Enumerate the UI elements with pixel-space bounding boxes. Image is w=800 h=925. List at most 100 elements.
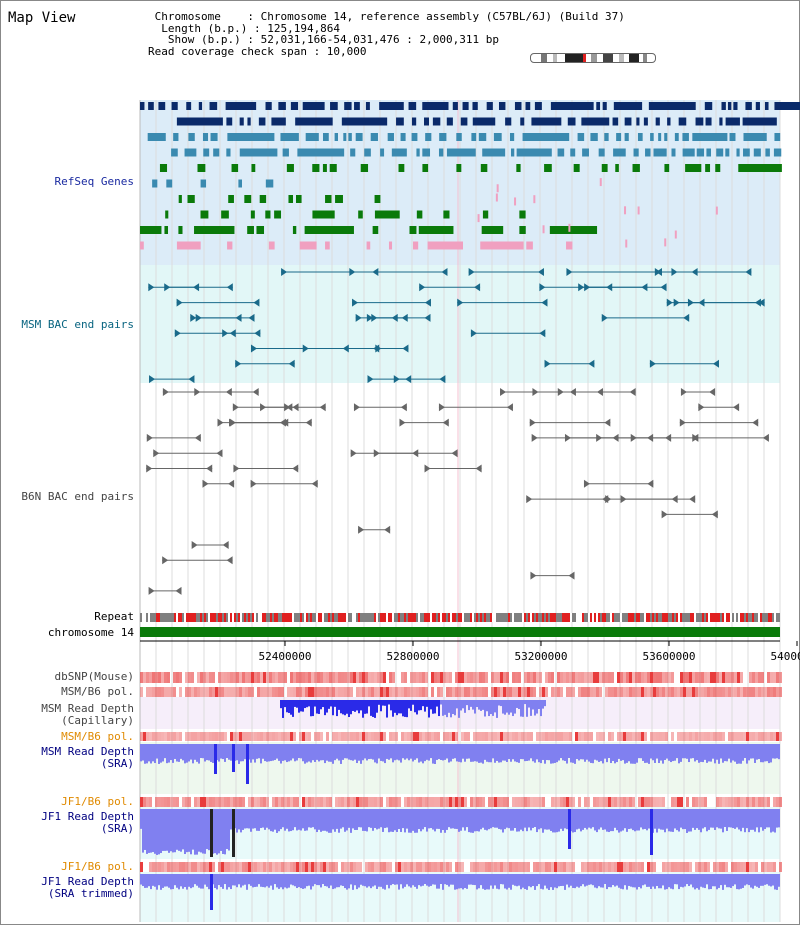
polymorphism-cell <box>515 797 518 807</box>
read-depth-bar <box>690 874 692 885</box>
read-depth-bar <box>338 744 340 761</box>
read-depth-bar <box>172 809 174 853</box>
repeat-segment <box>144 613 146 622</box>
polymorphism-cell <box>623 687 626 697</box>
polymorphism-cell <box>164 687 167 697</box>
polymorphism-cell <box>764 672 767 683</box>
bac-end <box>253 298 260 307</box>
repeat-segment <box>442 613 444 622</box>
genome-tracks[interactable] <box>0 95 800 925</box>
polymorphism-cell <box>464 797 467 807</box>
read-depth-bar <box>322 874 324 885</box>
read-depth-bar <box>396 744 398 760</box>
repeat-segment <box>562 613 564 622</box>
bac-end <box>202 479 209 488</box>
repeat-segment <box>474 613 476 622</box>
gene-feature <box>231 164 239 172</box>
read-depth-bar <box>514 874 516 886</box>
read-depth-bar <box>772 744 774 759</box>
polymorphism-cell <box>203 672 206 683</box>
repeat-segment <box>718 613 720 622</box>
polymorphism-cell <box>149 797 152 807</box>
polymorphism-cell <box>254 797 257 807</box>
read-depth-bar <box>294 874 296 887</box>
read-depth-bar <box>760 809 762 828</box>
read-depth-bar <box>362 744 364 761</box>
polymorphism-cell <box>338 687 341 697</box>
read-depth-bar <box>568 744 570 759</box>
polymorphism-cell <box>140 797 143 807</box>
read-depth-bar <box>422 744 424 764</box>
polymorphism-cell <box>431 687 434 697</box>
repeat-segment <box>344 613 346 622</box>
polymorphism-cell <box>710 687 713 697</box>
read-depth-bar <box>176 744 178 762</box>
read-depth-bar <box>758 809 760 833</box>
gene-feature <box>152 179 158 188</box>
polymorphism-cell <box>512 672 515 683</box>
polymorphism-cell <box>392 687 395 697</box>
read-depth-bar <box>458 809 460 832</box>
polymorphism-cell <box>761 687 764 697</box>
polymorphism-cell <box>329 862 332 872</box>
repeat-segment <box>496 613 498 622</box>
read-depth-bar <box>322 744 324 761</box>
polymorphism-cell <box>380 862 383 872</box>
polymorphism-cell <box>422 687 425 697</box>
read-depth-bar <box>372 744 374 760</box>
polymorphism-cell <box>704 797 707 807</box>
read-depth-bar <box>140 874 142 885</box>
read-depth-bar <box>252 744 254 760</box>
polymorphism-cell <box>479 862 482 872</box>
repeat-segment <box>742 613 744 622</box>
polymorphism-cell <box>518 687 521 697</box>
repeat-segment <box>322 613 324 622</box>
polymorphism-cell <box>179 672 182 683</box>
polymorphism-cell <box>374 862 377 872</box>
gene-feature <box>520 117 525 126</box>
repeat-segment <box>382 613 384 622</box>
read-depth-bar <box>410 700 412 711</box>
bac-end <box>424 298 431 307</box>
read-depth-bar <box>404 744 406 760</box>
polymorphism-cell <box>758 672 761 683</box>
read-depth-bar <box>166 874 168 887</box>
polymorphism-cell <box>143 672 146 683</box>
read-depth-bar <box>740 744 742 764</box>
polymorphism-cell <box>563 687 566 697</box>
bac-end <box>419 283 426 292</box>
repeat-segment <box>516 613 518 622</box>
repeat-segment <box>228 613 230 622</box>
polymorphism-cell <box>485 862 488 872</box>
polymorphism-cell <box>233 797 236 807</box>
repeat-segment <box>268 613 270 622</box>
chromosome-ideogram[interactable] <box>530 53 656 63</box>
gene-feature <box>411 117 417 126</box>
polymorphism-cell <box>158 687 161 697</box>
read-depth-bar <box>678 874 680 890</box>
polymorphism-cell <box>320 797 323 807</box>
read-depth-bar <box>456 874 458 890</box>
polymorphism-cell <box>326 687 329 697</box>
read-depth-bar <box>186 809 188 853</box>
repeat-segment <box>734 613 736 622</box>
repeat-segment <box>646 613 648 622</box>
polymorphism-cell <box>377 862 380 872</box>
polymorphism-cell <box>593 672 596 683</box>
gene-feature <box>228 195 234 203</box>
read-depth-bar <box>164 744 166 759</box>
polymorphism-cell <box>191 672 194 683</box>
repeat-segment <box>606 613 608 622</box>
polymorphism-cell <box>476 672 479 683</box>
repeat-segment <box>628 613 630 622</box>
repeat-segment <box>432 613 434 622</box>
polymorphism-cell <box>263 797 266 807</box>
gene-feature <box>247 226 254 234</box>
polymorphism-cell <box>716 687 719 697</box>
polymorphism-cell <box>440 862 443 872</box>
bac-end <box>529 418 536 427</box>
read-depth-bar <box>300 700 302 712</box>
polymorphism-cell <box>452 862 455 872</box>
polymorphism-cell <box>674 797 677 807</box>
polymorphism-cell <box>275 797 278 807</box>
